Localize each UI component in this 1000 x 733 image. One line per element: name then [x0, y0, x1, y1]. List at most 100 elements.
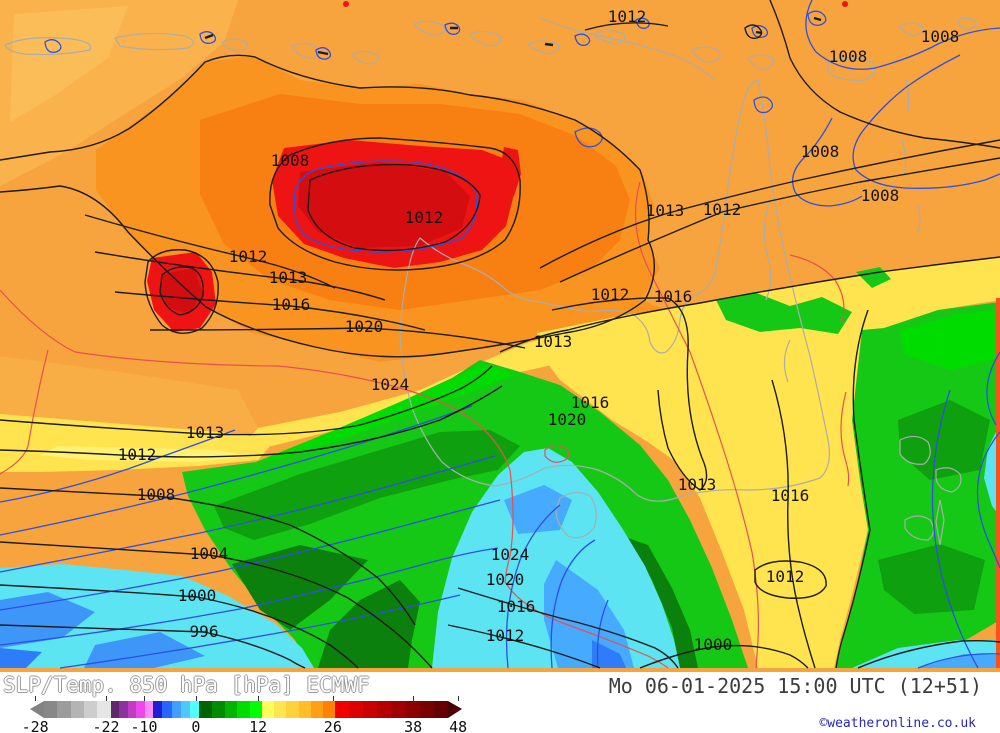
pressure-label: 1012: [405, 208, 444, 227]
colorbar-segment: [224, 701, 238, 718]
colorbar-tickmark: [332, 696, 334, 701]
colorbar-tickmark: [258, 696, 260, 701]
colorbar-segment: [136, 701, 145, 718]
colorbar-tickmark: [195, 696, 197, 701]
pressure-label: 1013: [186, 423, 225, 442]
map-datetime: Mo 06-01-2025 15:00 UTC (12+51): [608, 674, 982, 698]
colorbar-segment: [237, 701, 250, 718]
colorbar-segment: [249, 701, 263, 718]
pressure-label: 1024: [371, 375, 410, 394]
contour-blue-layer: [0, 0, 1000, 668]
colorbar-segment: [144, 701, 153, 718]
pressure-label: 1012: [486, 626, 525, 645]
pressure-label: 1000: [694, 635, 733, 654]
pressure-label: 1000: [178, 586, 217, 605]
colorbar-segment: [274, 701, 287, 718]
coastline-layer: [5, 18, 976, 545]
pressure-label: 1008: [921, 27, 960, 46]
pressure-label: 1016: [771, 486, 810, 505]
colorbar-segment: [162, 701, 172, 718]
pressure-label: 1012: [229, 247, 268, 266]
pressure-label: 1013: [678, 475, 717, 494]
colorbar-tickmark: [458, 696, 460, 701]
pressure-label: 1008: [829, 47, 868, 66]
pressure-label: 1016: [571, 393, 610, 412]
colorbar-tick-label: 26: [323, 718, 342, 733]
legend-bar: SLP/Temp. 850 hPa [hPa] ECMWF Mo 06-01-2…: [0, 672, 1000, 733]
pressure-label: 1013: [534, 332, 573, 351]
colorbar-tick-labels: -28 -22 -10 0 12 26 38 48: [22, 718, 468, 733]
colorbar-segment: [322, 701, 335, 718]
pressure-label: 1008: [861, 186, 900, 205]
colorbar-tick-label: 48: [449, 718, 468, 733]
pressure-label: 1016: [654, 287, 693, 306]
colorbar-segment: [171, 701, 181, 718]
temperature-colorbar: [30, 701, 462, 718]
pressure-label: 1012: [591, 285, 630, 304]
colorbar-tick-label: -10: [130, 718, 158, 733]
colorbar-tick-label: -22: [92, 718, 120, 733]
pressure-label: 1020: [486, 570, 525, 589]
pressure-label: 1013: [269, 268, 308, 287]
colorbar-tickmark: [106, 696, 108, 701]
colorbar-tick-label: 38: [404, 718, 423, 733]
temperature-fill-layer: [0, 0, 1000, 672]
colorbar-segment: [44, 701, 58, 718]
colorbar-tickmark: [413, 696, 415, 701]
pressure-label: 1012: [703, 200, 742, 219]
colorbar-segment: [127, 701, 137, 718]
colorbar-segment: [286, 701, 299, 718]
pressure-label: 1016: [497, 597, 536, 616]
pressure-label: 1020: [548, 410, 587, 429]
pressure-label: 1008: [801, 142, 840, 161]
colorbar-tickmarks: [30, 696, 462, 701]
colorbar-segment: [298, 701, 311, 718]
isobar-black-layer: [0, 0, 1000, 668]
pressure-label: 1020: [345, 317, 384, 336]
colorbar-segment: [83, 701, 98, 718]
pressure-label: 1004: [190, 544, 229, 563]
map-title: SLP/Temp. 850 hPa [hPa] ECMWF: [3, 673, 370, 697]
colorbar-segment: [190, 701, 200, 718]
colorbar-tickmark: [144, 696, 146, 701]
pressure-label: 996: [190, 622, 219, 641]
pressure-label: 1012: [608, 7, 647, 26]
colorbar-tick-label: -28: [21, 718, 49, 733]
pressure-label: 1008: [271, 151, 310, 170]
colorbar-segment: [391, 701, 406, 718]
colorbar-segment: [119, 701, 128, 718]
colorbar-segment: [405, 701, 420, 718]
pressure-label: 1012: [766, 567, 805, 586]
colorbar-segment: [97, 701, 111, 718]
pressure-label: 1008: [137, 485, 176, 504]
colorbar-segment: [433, 701, 448, 718]
copyright-watermark: ©weatheronline.co.uk: [819, 716, 976, 731]
pressure-label: 1016: [272, 295, 311, 314]
pressure-label: 1012: [118, 445, 157, 464]
colorbar-segment: [57, 701, 71, 718]
colorbar-tick-label: 12: [249, 718, 268, 733]
colorbar-segment: [334, 701, 350, 718]
colorbar-segment: [419, 701, 434, 718]
colorbar-segment: [310, 701, 323, 718]
colorbar-segment: [363, 701, 378, 718]
colorbar-segment: [262, 701, 275, 718]
colorbar-segment: [349, 701, 364, 718]
colorbar-segment: [152, 701, 163, 718]
colorbar-left-arrow-icon: [30, 701, 44, 718]
colorbar-tick-label: 0: [191, 718, 201, 733]
colorbar-tickmark: [35, 696, 37, 701]
temperature-contour-red-layer: [0, 182, 849, 668]
colorbar-segment: [199, 701, 212, 718]
colorbar-right-arrow-icon: [448, 701, 462, 718]
colorbar-segment: [377, 701, 392, 718]
colorbar-segment: [180, 701, 191, 718]
pressure-label: 1024: [491, 545, 530, 564]
colorbar-segment: [110, 701, 120, 718]
colorbar-segments: [44, 701, 448, 718]
colorbar-segment: [212, 701, 225, 718]
pressure-label: 1013: [646, 201, 685, 220]
